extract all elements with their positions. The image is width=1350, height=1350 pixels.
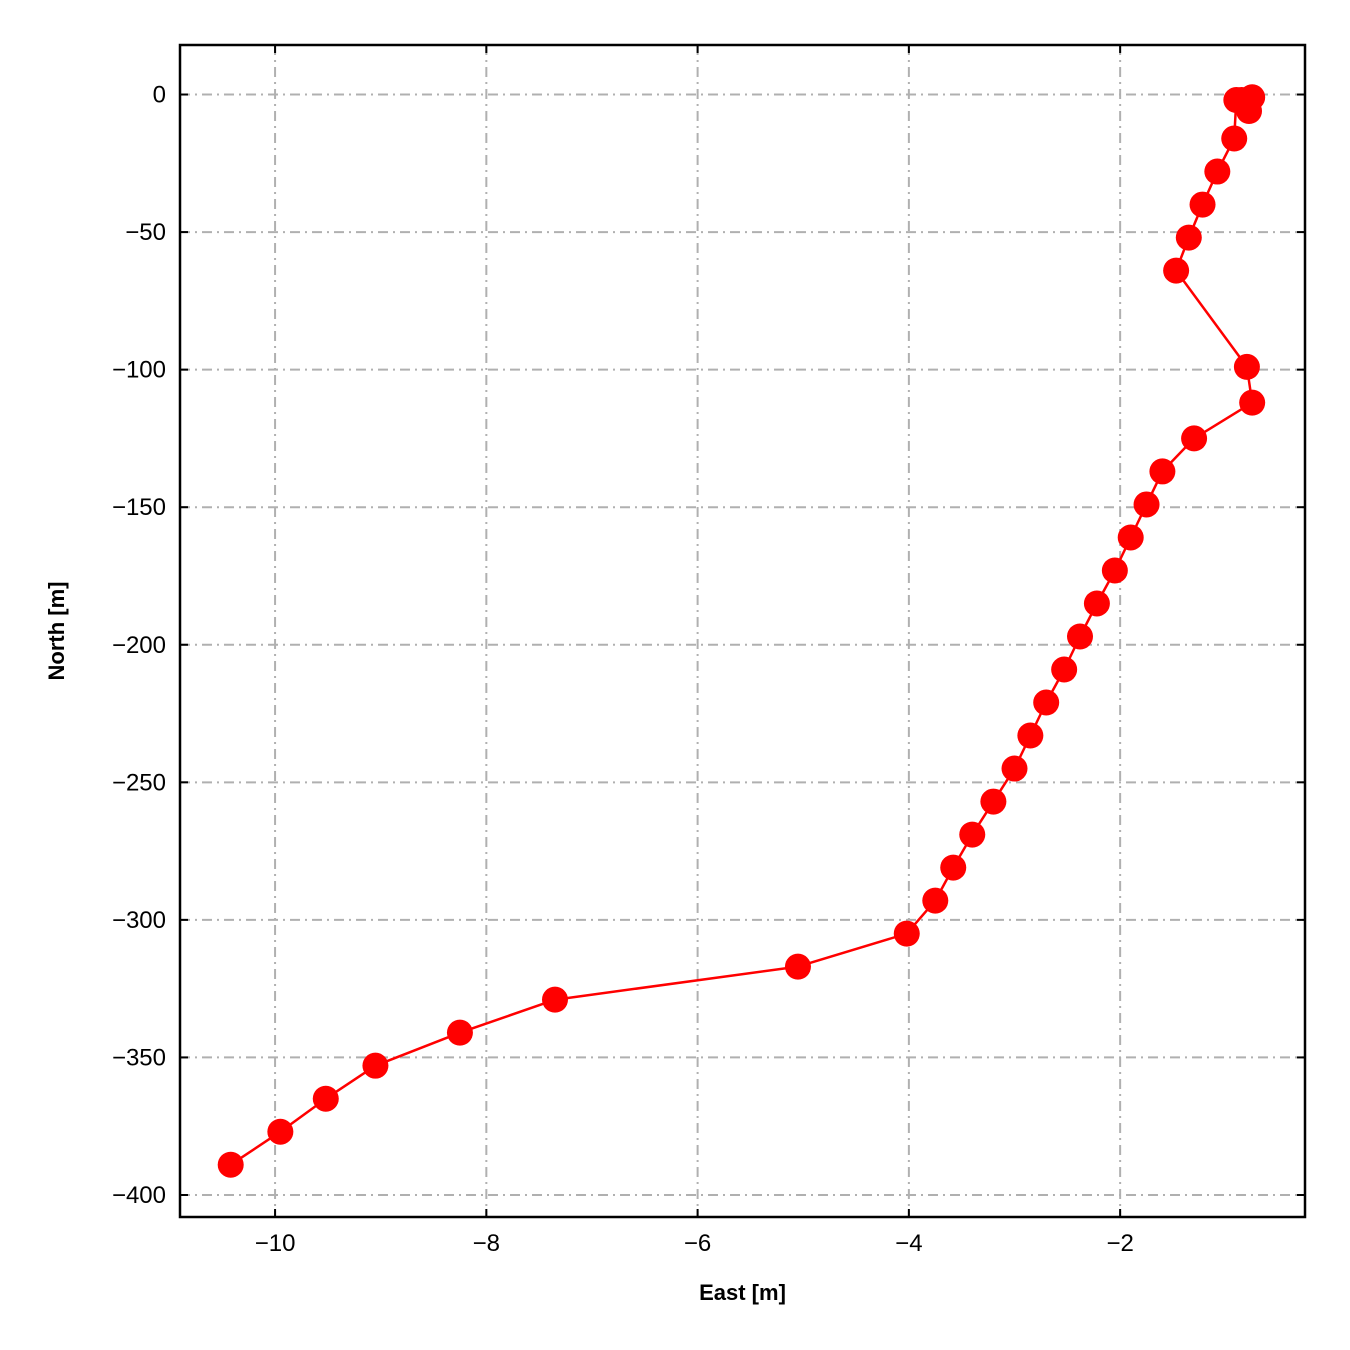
data-point bbox=[267, 1118, 294, 1145]
data-point bbox=[1233, 353, 1260, 380]
data-point bbox=[362, 1052, 389, 1079]
data-point bbox=[784, 953, 811, 980]
data-point bbox=[1223, 87, 1250, 114]
y-tick-label: −400 bbox=[112, 1182, 166, 1209]
y-axis-label: North [m] bbox=[44, 582, 69, 681]
y-tick-label: 0 bbox=[153, 82, 166, 109]
y-tick-label: −150 bbox=[112, 494, 166, 521]
data-point bbox=[1033, 689, 1060, 716]
data-point bbox=[1204, 158, 1231, 185]
y-tick-label: −300 bbox=[112, 907, 166, 934]
data-point bbox=[980, 788, 1007, 815]
data-point bbox=[1239, 389, 1266, 416]
data-point bbox=[1051, 656, 1078, 683]
data-point bbox=[1001, 755, 1028, 782]
y-tick-label: −100 bbox=[112, 357, 166, 384]
data-point bbox=[1163, 257, 1190, 284]
data-point bbox=[542, 986, 568, 1013]
x-tick-label: −2 bbox=[1106, 1230, 1133, 1257]
data-point bbox=[1067, 623, 1093, 650]
data-point bbox=[217, 1151, 244, 1178]
data-point bbox=[312, 1085, 339, 1112]
y-tick-label: −50 bbox=[125, 219, 166, 246]
data-point bbox=[1101, 557, 1128, 584]
data-point bbox=[940, 854, 967, 881]
grid bbox=[180, 45, 1305, 1217]
data-point bbox=[959, 821, 986, 848]
x-axis-label: East [m] bbox=[699, 1280, 786, 1305]
plot-frame bbox=[178, 43, 1307, 1219]
data-point bbox=[1189, 191, 1216, 218]
data-point bbox=[1017, 722, 1044, 749]
data-point bbox=[1117, 524, 1144, 551]
x-tick-label: −6 bbox=[684, 1230, 711, 1257]
data-point bbox=[1083, 590, 1110, 617]
data-point bbox=[1181, 425, 1208, 452]
x-tick-label: −4 bbox=[895, 1230, 922, 1257]
data-point bbox=[446, 1019, 473, 1046]
x-tick-label: −10 bbox=[255, 1230, 296, 1257]
series-layer bbox=[217, 84, 1266, 1178]
y-tick-label: −250 bbox=[112, 769, 166, 796]
ticks: −10 −8 −6 −4 −2 0 −50 −100 −150 −200 −250 −300 −350 −… bbox=[112, 45, 1305, 1257]
data-point bbox=[922, 887, 949, 914]
y-tick-label: −350 bbox=[112, 1044, 166, 1071]
data-point bbox=[1221, 125, 1248, 152]
y-tick-label: −200 bbox=[112, 632, 166, 659]
data-point bbox=[1175, 224, 1202, 251]
data-point bbox=[1133, 491, 1160, 518]
x-tick-label: −8 bbox=[473, 1230, 500, 1257]
data-point bbox=[1149, 458, 1176, 485]
data-point bbox=[893, 920, 920, 947]
